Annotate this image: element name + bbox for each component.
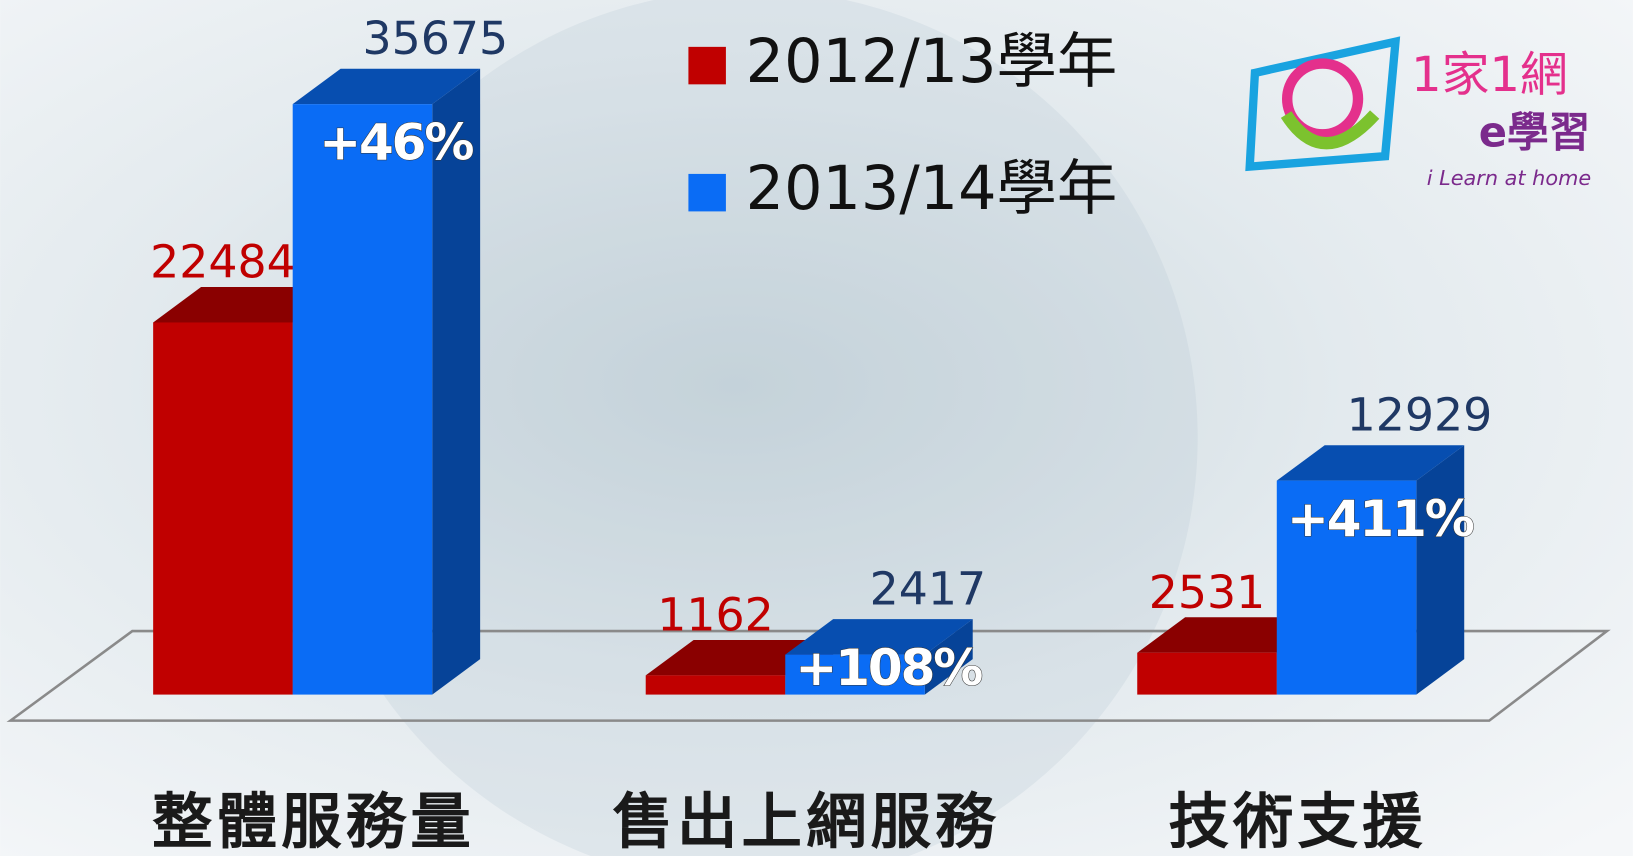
logo-subtitle: e學習 <box>1479 107 1591 156</box>
page: 1家1網 e學習 i Learn at home 22484 35675 +46% 整… <box>0 0 1633 856</box>
value-label: 22484 <box>150 235 296 289</box>
value-label: 2417 <box>870 562 987 616</box>
legend-label: 2013/14學年 <box>746 154 1118 224</box>
legend-label: 2012/13學年 <box>746 27 1118 97</box>
annotation: +46% <box>319 113 473 171</box>
bar <box>646 675 786 694</box>
category-label: 技術支援 <box>1169 787 1427 856</box>
logo-title: 1家1網 <box>1411 48 1568 103</box>
category-label: 整體服務量 <box>152 787 475 856</box>
annotation: +108% <box>795 639 982 697</box>
bar-side <box>1416 445 1464 694</box>
value-label: 12929 <box>1347 388 1493 442</box>
value-label: 1162 <box>657 588 774 642</box>
legend-swatch <box>688 174 725 211</box>
value-label: 35675 <box>363 11 509 65</box>
value-label: 2531 <box>1149 565 1266 619</box>
bar <box>1137 653 1277 695</box>
bar <box>153 322 293 694</box>
logo-tagline: i Learn at home <box>1427 166 1591 190</box>
bar <box>293 104 433 694</box>
legend-swatch <box>688 47 725 84</box>
category-label: 售出上網服務 <box>612 787 999 856</box>
annotation: +411% <box>1287 490 1474 548</box>
chart: 1家1網 e學習 i Learn at home 22484 35675 +46% 整… <box>0 0 1633 856</box>
